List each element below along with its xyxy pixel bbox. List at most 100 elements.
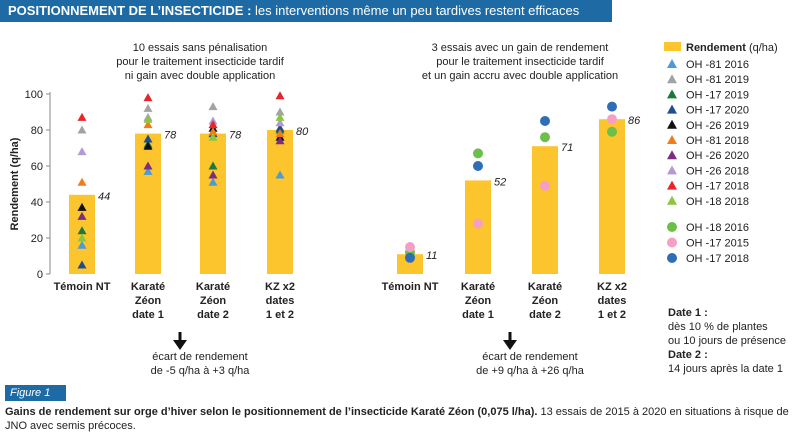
y-tick-label: 80 [31,125,43,137]
date-note-line: ou 10 jours de présence [668,335,786,347]
data-point-triangle [143,93,153,102]
arrow-note-line: de +9 q/ha à +26 q/ha [476,365,585,377]
panel-note-line: 10 essais sans pénalisation [133,42,268,54]
legend-triangle-swatch [667,135,677,144]
legend-item-label: OH -17 2018 [686,181,749,193]
bar-value-label: 80 [296,126,309,138]
bar [267,130,293,274]
y-tick-label: 40 [31,197,43,209]
category-label: 1 et 2 [266,309,294,321]
bar-value-label: 52 [494,176,506,188]
category-label: Zéon [465,295,492,307]
arrow-note-line: écart de rendement [482,351,577,363]
data-point-triangle [143,114,153,123]
data-point-triangle [275,129,285,138]
data-point-circle [607,126,617,137]
figure-caption: Gains de rendement sur orge d’hiver selo… [5,405,795,433]
legend-circle-swatch [667,222,677,232]
data-point-triangle [275,170,285,179]
data-point-triangle [77,260,87,269]
data-point-triangle [77,125,87,134]
bar-value-label: 86 [628,115,641,127]
bar-value-label: 78 [229,130,242,142]
header-prefix: POSITIONNEMENT DE L’INSECTICIDE : [8,3,252,18]
legend-item-label: OH -26 2019 [686,120,749,132]
data-point-triangle [208,170,218,179]
legend-circle-swatch [667,237,677,248]
legend-item-label: OH -26 2018 [686,165,749,177]
data-point-circle [405,242,415,252]
bar-value-label: 44 [98,191,110,203]
arrow-note-line: de -5 q/ha à +3 q/ha [151,365,251,377]
legend-triangle-swatch [667,165,677,175]
bar [200,133,226,274]
data-point-circle [405,252,415,263]
category-label: Karaté [196,281,230,293]
category-label: Karaté [461,281,495,293]
legend-item-label: OH -18 2018 [686,196,749,208]
bar [135,133,161,274]
data-point-triangle [208,127,218,136]
category-label: dates [266,295,295,307]
data-point-circle [540,116,550,126]
data-point-triangle [143,161,153,170]
yield-chart: 0 20 40 60 80 100 Rendement (q/ha) 10 essais sa… [9,42,786,377]
data-point-circle [607,114,617,125]
data-point-circle [540,180,550,191]
data-point-circle [473,148,483,159]
data-point-triangle [208,132,218,141]
data-point-triangle [208,161,218,170]
data-point-triangle [77,211,87,220]
bar [532,146,558,274]
data-point-triangle [77,233,87,242]
legend-triangle-swatch [667,104,677,114]
category-label: Témoin NT [54,281,111,293]
data-point-triangle [77,226,87,235]
legend-triangle-swatch [667,195,677,205]
y-axis-label: Rendement (q/ha) [9,137,21,230]
caption-text: 13 essais de 2015 à 2020 en situations à… [5,406,789,432]
data-point-triangle [77,177,87,186]
data-point-triangle [77,112,87,121]
figure-label: Figure 1 [5,385,66,401]
category-label: KZ x2 [265,281,295,293]
data-point-circle [473,218,483,229]
bar-value-label: 78 [164,130,177,142]
y-tick-label: 0 [37,269,43,281]
data-point-triangle [77,202,87,211]
category-label: dates [598,295,627,307]
bar [599,119,625,274]
data-point-triangle [275,107,285,116]
panel-note-line: pour le traitement insecticide tardif [436,56,604,68]
data-point-triangle [275,91,285,100]
data-point-triangle [77,240,87,249]
legend-bar-swatch [664,42,681,51]
arrow-head [503,340,517,350]
category-label: Karaté [528,281,562,293]
category-label: date 1 [462,309,494,321]
data-point-circle [473,161,483,171]
legend-item-label: OH -81 2019 [686,74,749,86]
date-note-title: Date 2 : [668,349,708,361]
data-point-circle [607,101,617,112]
category-label: date 2 [197,309,229,321]
category-label: KZ x2 [597,281,627,293]
y-tick-label: 100 [25,89,43,101]
data-point-triangle [275,118,285,127]
legend-bar-label: Rendement (q/ha) [686,42,778,54]
category-label: Zéon [135,295,162,307]
data-point-triangle [275,136,285,145]
legend-item-label: OH -18 2016 [686,222,749,234]
caption-bold: Gains de rendement sur orge d’hiver selo… [5,406,538,418]
legend-triangle-swatch [667,150,677,160]
legend-item-label: OH -17 2018 [686,253,749,265]
legend-item-label: OH -17 2019 [686,89,749,101]
legend-triangle-swatch [667,89,677,99]
header-title: POSITIONNEMENT DE L’INSECTICIDE : les in… [8,3,579,18]
category-label: Zéon [532,295,559,307]
data-point-triangle [208,120,218,129]
date-note-line: 14 jours après la date 1 [668,363,783,375]
category-label: date 2 [529,309,561,321]
y-tick-label: 20 [31,233,43,245]
header-subtitle: les interventions même un peu tardives r… [255,3,580,18]
